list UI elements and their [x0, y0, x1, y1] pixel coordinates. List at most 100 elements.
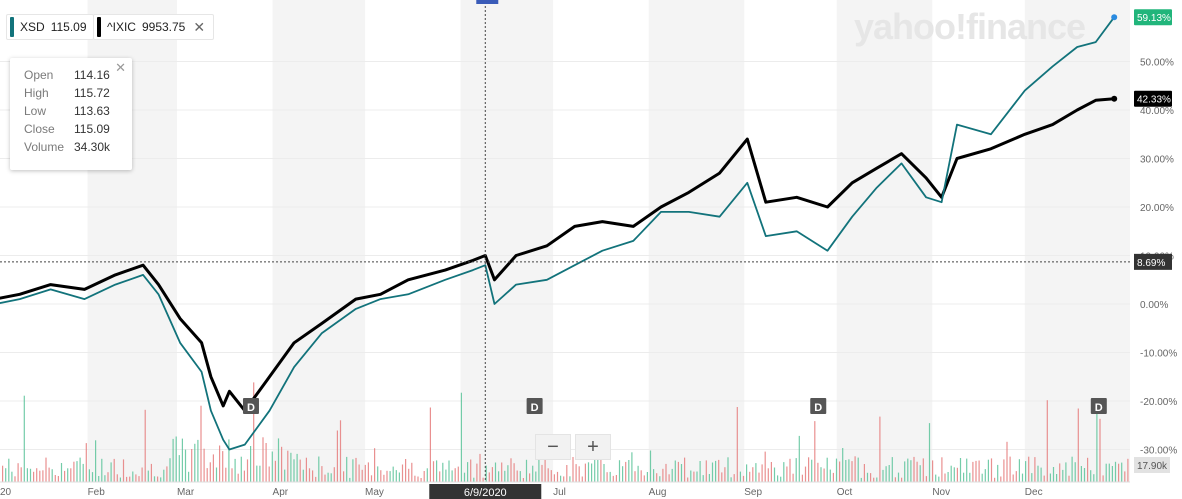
volume-bar	[684, 457, 686, 482]
volume-bar	[575, 464, 577, 482]
crosshair-value-label: 8.69%	[1137, 258, 1165, 269]
volume-bar	[835, 458, 838, 482]
volume-bar	[770, 462, 772, 482]
volume-bar	[662, 468, 664, 482]
volume-bar	[240, 456, 242, 482]
volume-bar	[1059, 463, 1061, 482]
legend-chip-ixic[interactable]: ^IXIC 9953.75 ✕	[93, 14, 215, 40]
volume-bar	[594, 458, 596, 482]
volume-bar	[457, 466, 459, 482]
volume-bar	[17, 463, 19, 482]
volume-bar	[544, 456, 546, 482]
volume-bar	[135, 474, 137, 482]
volume-bar	[1111, 466, 1113, 482]
volume-bar	[1096, 406, 1098, 482]
volume-bar	[398, 472, 400, 482]
volume-bar	[764, 451, 766, 482]
volume-bar	[197, 439, 199, 482]
volume-bar	[277, 438, 280, 482]
x-tick-label: Oct	[837, 487, 853, 498]
x-tick-label: Jul	[553, 487, 566, 498]
volume-bar	[677, 461, 679, 482]
crosshair-value-badge	[1134, 253, 1172, 270]
volume-bar	[8, 458, 10, 482]
volume-bar	[194, 443, 196, 482]
legend-chip-xsd[interactable]: XSD 115.09	[6, 14, 94, 40]
volume-bar	[45, 457, 47, 482]
volume-bar	[994, 477, 996, 482]
volume-bar	[578, 466, 580, 482]
volume-bar	[932, 460, 934, 482]
volume-bar	[560, 475, 562, 482]
volume-bar	[377, 466, 379, 482]
volume-bar	[792, 473, 794, 482]
volume-bar	[606, 472, 608, 482]
volume-bar	[739, 471, 741, 482]
volume-bar	[448, 460, 450, 482]
volume-bar	[634, 471, 636, 482]
volume-bar	[355, 457, 357, 482]
volume-bar	[625, 461, 627, 482]
volume-bar	[26, 468, 28, 482]
volume-bar	[48, 467, 50, 482]
volume-bar	[42, 470, 44, 482]
volume-bar	[842, 448, 844, 482]
volume-bar	[330, 473, 332, 482]
volume-bar	[126, 476, 128, 482]
volume-bar	[231, 468, 233, 482]
volume-bar	[219, 445, 221, 482]
volume-bar	[801, 474, 803, 482]
volume-bar	[473, 477, 475, 482]
volume-bar	[367, 462, 369, 482]
volume-bar	[845, 460, 847, 482]
volume-bar	[674, 460, 676, 482]
close-icon[interactable]: ✕	[193, 18, 206, 35]
volume-bar	[246, 459, 249, 482]
volume-bar	[163, 469, 165, 482]
x-tick-label: Aug	[649, 487, 667, 498]
volume-bar	[513, 463, 515, 482]
x-tick-label: Feb	[88, 487, 106, 498]
volume-bar	[640, 470, 642, 482]
volume-bar	[873, 477, 875, 482]
volume-bar	[1025, 461, 1027, 482]
volume-bar	[57, 476, 59, 482]
y-tick-label: 0.00%	[1140, 300, 1168, 311]
volume-bar	[928, 423, 931, 482]
volume-bar	[860, 477, 862, 482]
volume-bar	[832, 472, 834, 482]
y-tick-label: -10.00%	[1140, 349, 1177, 360]
volume-bar	[935, 474, 937, 482]
volume-bar	[1105, 463, 1107, 482]
volume-bar	[857, 457, 859, 482]
volume-bar	[222, 451, 224, 482]
volume-bar	[587, 462, 590, 482]
volume-bar	[637, 465, 639, 482]
zoom-out-button[interactable]: −	[535, 434, 571, 460]
volume-bar	[811, 459, 813, 482]
volume-bar	[715, 460, 717, 482]
series-lines	[0, 14, 1118, 451]
volume-bar	[1000, 476, 1002, 482]
volume-bar	[60, 463, 63, 482]
volume-bar	[550, 470, 552, 482]
zoom-in-button[interactable]: +	[575, 434, 611, 460]
x-tick-label: Mar	[177, 487, 195, 498]
volume-bar	[591, 463, 593, 482]
volume-bar	[969, 472, 971, 482]
volume-bar	[1015, 471, 1017, 482]
volume-bar	[615, 475, 617, 482]
volume-bar	[783, 462, 785, 482]
volume-bar	[1124, 471, 1126, 482]
volume-bar	[175, 436, 177, 482]
volume-bar	[566, 465, 568, 482]
volume-bar	[848, 459, 850, 482]
month-band	[648, 0, 745, 482]
volume-bar	[1108, 463, 1110, 482]
x-tick-label: Dec	[1025, 487, 1043, 498]
close-icon[interactable]: ✕	[115, 60, 126, 75]
volume-bar	[556, 471, 559, 482]
volume-bar	[795, 458, 797, 482]
